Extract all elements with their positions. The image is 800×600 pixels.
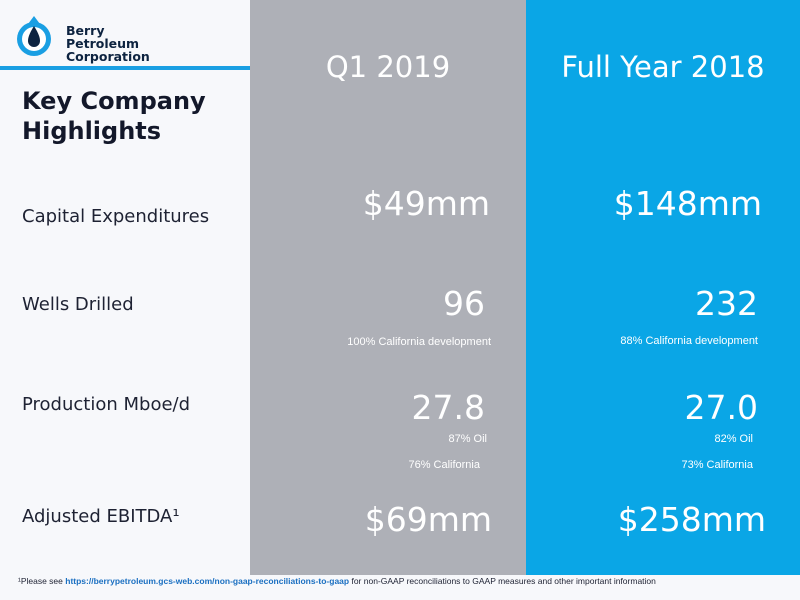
non-gaap-link[interactable]: https://berrypetroleum.gcs-web.com/non-g… <box>65 576 350 586</box>
fy-column-bg <box>526 0 800 575</box>
column-header-q1: Q1 2019 <box>325 50 451 84</box>
fy-production-california: 73% California <box>681 459 753 471</box>
footnote-suffix: for non-GAAP reconciliations to GAAP mea… <box>349 576 656 586</box>
page-title: Key Company Highlights <box>22 87 206 145</box>
logo-line-3: Corporation <box>66 49 150 64</box>
fy-wells-value: 232 <box>695 284 758 323</box>
row-label-ebitda: Adjusted EBITDA¹ <box>22 506 180 527</box>
logo-divider <box>0 66 250 70</box>
footnote: ¹Please see https://berrypetroleum.gcs-w… <box>18 576 788 586</box>
fy-production-value: 27.0 <box>684 388 758 427</box>
logo-wordmark: Berry Petroleum Corporation <box>66 24 150 63</box>
oil-drop-icon <box>17 16 51 56</box>
q1-ebitda-value: $69mm <box>364 500 492 539</box>
fy-ebitda-value: $258mm <box>617 500 766 539</box>
q1-wells-note: 100% California development <box>347 336 491 348</box>
row-label-wells: Wells Drilled <box>22 294 134 315</box>
company-logo: Berry Petroleum Corporation <box>14 12 244 68</box>
q1-capex-value: $49mm <box>362 184 490 223</box>
q1-production-california: 76% California <box>408 459 480 471</box>
fy-capex-value: $148mm <box>613 184 762 223</box>
logo-line-2: Petroleum <box>66 36 140 51</box>
footnote-prefix: ¹Please see <box>18 576 66 586</box>
q1-wells-value: 96 <box>443 284 485 323</box>
q1-column-bg <box>250 0 526 575</box>
column-header-fy: Full Year 2018 <box>561 50 765 84</box>
fy-wells-note: 88% California development <box>620 335 758 347</box>
row-label-capex: Capital Expenditures <box>22 206 210 227</box>
q1-production-value: 27.8 <box>411 388 485 427</box>
row-label-production: Production Mboe/d <box>22 394 191 415</box>
q1-production-oil: 87% Oil <box>448 433 487 445</box>
logo-line-1: Berry <box>66 23 105 38</box>
fy-production-oil: 82% Oil <box>714 433 753 445</box>
